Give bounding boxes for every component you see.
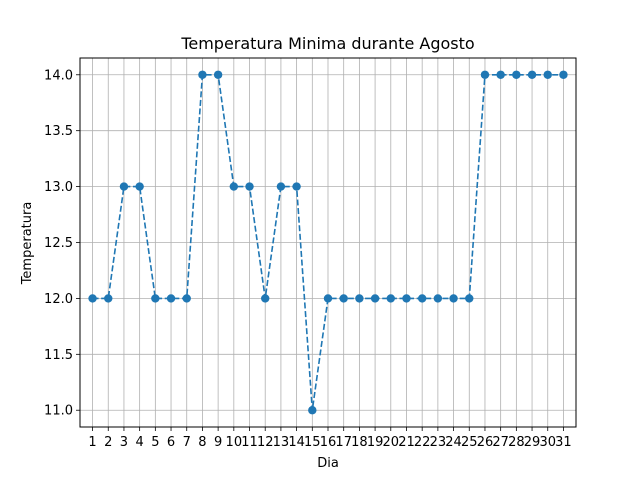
data-point	[355, 294, 364, 303]
data-point	[292, 182, 301, 191]
x-tick-label: 4	[136, 435, 144, 450]
y-tick-label: 12.0	[44, 292, 73, 307]
data-point	[417, 294, 427, 303]
x-tick-label: 19	[367, 435, 384, 450]
y-tick-label: 13.0	[44, 180, 73, 195]
x-tick-label: 3	[120, 435, 128, 450]
data-point	[229, 182, 239, 191]
x-tick-label: 14	[288, 435, 305, 450]
x-tick-label: 11	[241, 435, 258, 450]
x-tick-label: 12	[257, 435, 274, 450]
data-point	[496, 70, 505, 79]
grid-lines	[80, 58, 576, 427]
data-point	[88, 294, 97, 303]
x-tick-label: 21	[398, 435, 415, 450]
data-point	[512, 70, 521, 79]
x-tick-label: 16	[320, 435, 337, 450]
y-tick-label: 13.5	[44, 124, 73, 139]
data-point	[276, 182, 286, 191]
data-point	[119, 182, 129, 191]
x-tick-label: 15	[304, 435, 321, 450]
data-point	[198, 70, 207, 79]
x-tick-label: 29	[524, 435, 541, 450]
data-point	[213, 70, 223, 79]
data-series	[88, 70, 568, 415]
data-point	[339, 294, 348, 303]
x-tick-label: 1	[88, 435, 96, 450]
y-axis-label: Temperatura	[20, 202, 35, 286]
data-point	[151, 294, 160, 303]
x-tick-label: 28	[508, 435, 525, 450]
y-axis-ticks: 11.0 11.5 12.0 12.5 13.0 13.5 14.0	[44, 68, 80, 419]
y-tick-label: 11.5	[44, 348, 73, 363]
x-tick-label: 6	[167, 435, 175, 450]
data-point	[559, 70, 568, 79]
data-point	[433, 294, 443, 303]
x-tick-label: 20	[383, 435, 400, 450]
data-point	[480, 70, 490, 79]
y-tick-label: 12.5	[44, 236, 73, 251]
x-axis-label: Dia	[317, 456, 339, 471]
data-point	[370, 294, 380, 303]
x-tick-label: 13	[273, 435, 290, 450]
data-point	[402, 294, 411, 303]
chart-title: Temperatura Minima durante Agosto	[180, 34, 474, 53]
x-tick-label: 8	[198, 435, 206, 450]
x-tick-label: 30	[539, 435, 556, 450]
x-tick-label: 31	[555, 435, 572, 450]
x-tick-label: 22	[414, 435, 431, 450]
data-point	[135, 182, 144, 191]
x-tick-label: 9	[214, 435, 222, 450]
data-point	[308, 406, 317, 415]
x-tick-label: 23	[430, 435, 447, 450]
data-point	[104, 294, 113, 303]
x-tick-label: 17	[335, 435, 352, 450]
data-point	[386, 294, 395, 303]
data-point	[245, 182, 254, 191]
data-point	[449, 294, 458, 303]
data-point	[527, 70, 537, 79]
x-tick-label: 18	[351, 435, 368, 450]
y-tick-label: 11.0	[44, 404, 73, 419]
data-point	[261, 294, 270, 303]
y-tick-label: 14.0	[44, 68, 73, 83]
data-point	[166, 294, 176, 303]
data-point	[543, 70, 552, 79]
data-point	[323, 294, 333, 303]
x-tick-label: 27	[492, 435, 509, 450]
x-axis-ticks: 1 2 3 4 5 6 7 8 9 10 11 12 13 14 15 16 17 18 19 20 21 22 23 24 2…	[88, 427, 572, 450]
x-tick-label: 5	[151, 435, 159, 450]
data-point	[182, 294, 191, 303]
x-tick-label: 24	[445, 435, 462, 450]
x-tick-label: 25	[461, 435, 478, 450]
x-tick-label: 2	[104, 435, 112, 450]
x-tick-label: 10	[226, 435, 243, 450]
x-tick-label: 26	[477, 435, 494, 450]
x-tick-label: 7	[183, 435, 191, 450]
data-point	[465, 294, 474, 303]
